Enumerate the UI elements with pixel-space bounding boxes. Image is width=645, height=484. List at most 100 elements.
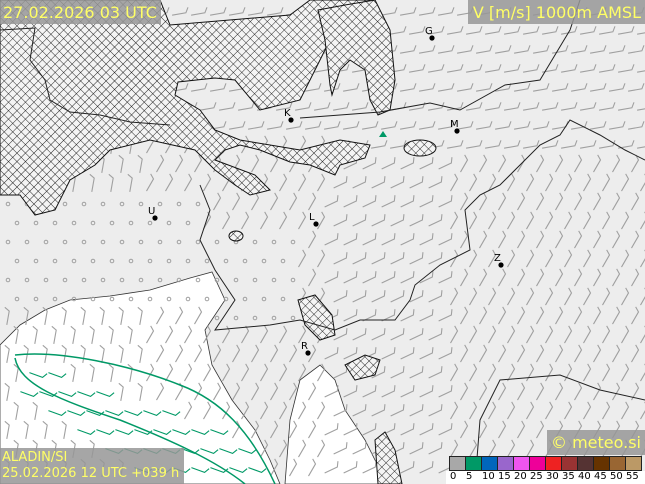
wind-barb-icon	[362, 385, 377, 398]
calm-wind-icon	[204, 296, 210, 302]
wind-barb-icon	[479, 192, 488, 211]
calm-wind-icon	[81, 201, 87, 207]
calm-wind-icon	[24, 277, 30, 283]
legend-swatch	[513, 456, 530, 471]
wind-barb-icon	[343, 385, 358, 398]
calm-wind-icon	[90, 220, 96, 226]
wind-barb-icon	[124, 410, 143, 417]
wind-barb-icon	[479, 230, 488, 249]
wind-barb-icon	[583, 211, 592, 230]
wind-barb-icon	[640, 249, 645, 268]
wind-barb-icon	[241, 363, 250, 382]
calm-wind-icon	[185, 220, 191, 226]
wind-barb-icon	[156, 382, 165, 401]
wind-barb-icon	[213, 382, 222, 401]
wind-barb-icon	[20, 391, 39, 398]
wind-barb-icon	[298, 173, 307, 192]
wind-barb-icon	[270, 420, 279, 439]
wind-barb-icon	[352, 290, 367, 303]
wind-barb-icon	[390, 214, 405, 227]
wind-barb-icon	[400, 195, 415, 208]
wind-barb-icon	[352, 102, 369, 111]
wind-barb-icon	[308, 458, 317, 477]
wind-barb-icon	[137, 344, 143, 363]
wind-barb-icon	[229, 121, 246, 130]
wind-barb-icon	[317, 173, 326, 192]
wind-barb-icon	[555, 344, 564, 363]
wind-barb-icon	[593, 382, 602, 401]
legend-label: 5	[466, 471, 473, 482]
wind-barb-icon	[305, 83, 322, 92]
wind-barb-icon	[498, 268, 507, 287]
wind-barb-icon	[507, 287, 516, 306]
wind-barb-icon	[609, 121, 626, 130]
wind-barb-icon	[108, 173, 114, 192]
city-label: K	[284, 108, 291, 119]
wind-barb-icon	[175, 306, 184, 325]
wind-barb-icon	[279, 325, 288, 344]
calm-wind-icon	[271, 239, 277, 245]
wind-barb-icon	[191, 429, 210, 436]
wind-barb-icon	[450, 249, 459, 268]
wind-barb-icon	[4, 420, 10, 439]
wind-barb-icon	[495, 121, 512, 130]
wind-barb-icon	[488, 173, 497, 192]
wind-barb-icon	[409, 176, 424, 189]
wind-barb-icon	[146, 325, 155, 344]
wind-barb-icon	[4, 306, 10, 325]
wind-barb-icon	[631, 230, 640, 249]
wind-barb-icon	[590, 121, 607, 130]
wind-barb-icon	[89, 363, 95, 382]
wind-barb-icon	[317, 363, 326, 382]
wind-barb-icon	[536, 382, 545, 401]
wind-barb-icon	[279, 401, 288, 420]
wind-barb-icon	[238, 102, 255, 111]
wind-barb-icon	[289, 382, 298, 401]
wind-barb-icon	[583, 363, 592, 382]
wind-barb-icon	[352, 176, 367, 189]
calm-wind-icon	[176, 201, 182, 207]
wind-barb-icon	[631, 344, 640, 363]
wind-barb-icon	[428, 26, 445, 35]
legend-swatch	[529, 456, 546, 471]
wind-barb-icon	[4, 382, 10, 401]
wind-barb-icon	[210, 83, 227, 92]
wind-barb-icon	[362, 271, 377, 284]
wind-barb-icon	[419, 7, 436, 16]
wind-barb-icon	[438, 309, 453, 322]
wind-barb-icon	[137, 306, 143, 325]
calm-wind-icon	[138, 277, 144, 283]
wind-barb-icon	[251, 154, 260, 173]
wind-barb-icon	[333, 290, 348, 303]
wind-barb-icon	[618, 26, 635, 35]
calm-wind-icon	[5, 239, 11, 245]
wind-barb-icon	[324, 195, 339, 208]
wind-barb-icon	[485, 26, 502, 35]
wind-barb-icon	[536, 268, 545, 287]
calm-wind-icon	[71, 296, 77, 302]
wind-barb-icon	[564, 173, 573, 192]
wind-barb-icon	[305, 121, 322, 130]
wind-barb-icon	[260, 439, 269, 458]
legend-label: 15	[498, 471, 511, 482]
wind-barb-icon	[371, 140, 388, 149]
wind-barb-icon	[457, 121, 474, 130]
wind-barb-icon	[526, 173, 535, 192]
calm-wind-icon	[252, 315, 258, 321]
wind-barb-icon	[251, 192, 260, 211]
wind-barb-icon	[428, 214, 443, 227]
wind-barb-icon	[260, 401, 269, 420]
calm-wind-icon	[119, 239, 125, 245]
city-label: U	[148, 206, 155, 217]
wind-barb-icon	[317, 211, 326, 230]
calm-wind-icon	[176, 239, 182, 245]
wind-barb-icon	[48, 372, 67, 379]
calm-wind-icon	[24, 239, 30, 245]
wind-barb-icon	[476, 121, 493, 130]
wind-barb-icon	[371, 328, 386, 341]
wind-barb-icon	[118, 344, 124, 363]
wind-barb-icon	[602, 287, 611, 306]
calm-wind-icon	[242, 258, 248, 264]
wind-barb-icon	[89, 325, 95, 344]
